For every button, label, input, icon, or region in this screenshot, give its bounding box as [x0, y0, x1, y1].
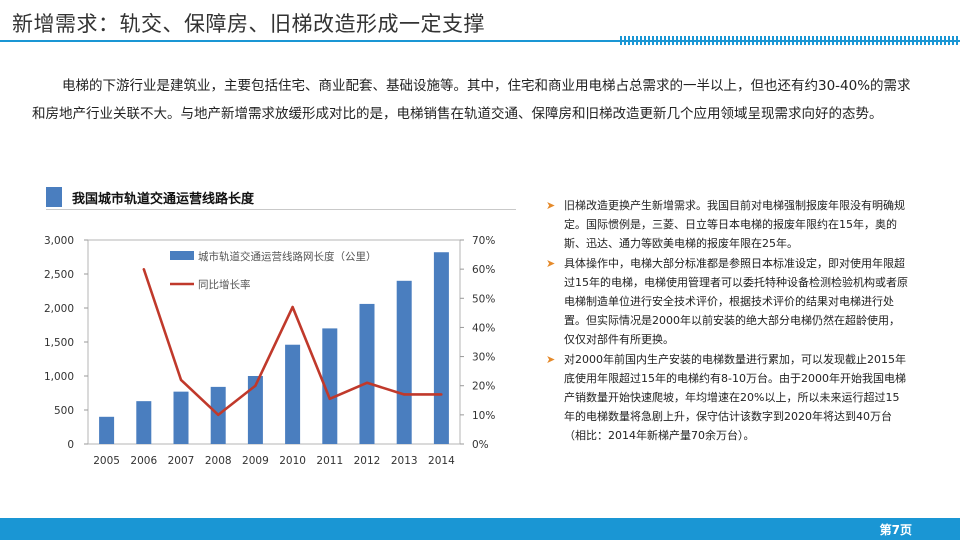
y-axis-tick-label: 1,500	[44, 337, 74, 349]
growth-rate-point	[142, 267, 145, 271]
chart-header: 我国城市轨道交通运营线路长度	[46, 186, 516, 210]
y2-axis-tick-label: 70%	[472, 235, 495, 247]
y-axis-tick-label: 2,500	[44, 269, 74, 281]
legend-label-line: 同比增长率	[198, 278, 251, 291]
y2-axis-tick-label: 40%	[472, 322, 495, 334]
y2-axis-tick-label: 30%	[472, 352, 495, 364]
bar	[247, 376, 263, 444]
growth-rate-point	[403, 393, 406, 396]
x-axis-tick-label: 2013	[391, 455, 418, 467]
growth-rate-point	[179, 378, 183, 382]
growth-rate-point	[291, 305, 294, 309]
chevron-right-icon: ➤	[546, 256, 556, 270]
bar	[396, 280, 412, 444]
bar	[322, 328, 338, 444]
bullet-list: ➤ 旧梯改造更换产生新增需求。我国目前对电梯强制报废年限没有明确规定。国际惯例是…	[546, 196, 908, 446]
chart-header-marker	[46, 187, 62, 207]
x-axis-tick-label: 2008	[205, 455, 232, 467]
bar	[136, 401, 152, 444]
y-axis-tick-label: 3,000	[44, 235, 74, 247]
growth-rate-point	[217, 413, 220, 417]
growth-rate-point	[440, 393, 443, 396]
footer-bar: 第7页	[0, 518, 960, 540]
bullet-text: 对2000年前国内生产安装的电梯数量进行累加，可以发现截止2015年底使用年限超…	[564, 352, 906, 443]
bar	[433, 252, 449, 444]
growth-rate-point	[254, 384, 257, 387]
page-number: 第7页	[879, 523, 912, 537]
x-axis-tick-label: 2012	[354, 455, 381, 467]
bar	[359, 303, 375, 444]
bullet-text: 具体操作中，电梯大部分标准都是参照日本标准设定，即对使用年限超过15年的电梯，电…	[564, 256, 908, 347]
x-axis-tick-label: 2007	[168, 455, 195, 467]
y-axis-tick-label: 0	[67, 439, 74, 451]
chevron-right-icon: ➤	[546, 199, 556, 212]
x-axis-tick-label: 2006	[130, 455, 157, 467]
y-axis-tick-label: 2,000	[44, 303, 74, 315]
x-axis-tick-label: 2011	[316, 455, 343, 467]
bar	[285, 344, 301, 444]
chart-title: 我国城市轨道交通运营线路长度	[72, 192, 255, 207]
y-axis-tick-label: 500	[54, 405, 74, 417]
y2-axis-tick-label: 60%	[472, 264, 495, 276]
page-title: 新增需求：轨交、保障房、旧梯改造形成一定支撑	[12, 12, 485, 36]
legend-label-bar: 城市轨道交通运营线路网长度（公里）	[198, 250, 377, 263]
y2-axis-tick-label: 20%	[472, 381, 495, 393]
chart-header-rule	[46, 209, 516, 210]
bar	[99, 416, 115, 444]
bullet-item: ➤ 具体操作中，电梯大部分标准都是参照日本标准设定，即对使用年限超过15年的电梯…	[546, 254, 908, 350]
y2-axis-tick-label: 0%	[472, 439, 489, 451]
x-axis-tick-label: 2009	[242, 455, 269, 467]
bullet-text: 旧梯改造更换产生新增需求。我国目前对电梯强制报废年限没有明确规定。国际惯例是，三…	[564, 199, 905, 251]
bullet-item: ➤ 对2000年前国内生产安装的电梯数量进行累加，可以发现截止2015年底使用年…	[546, 350, 908, 446]
bar	[173, 391, 189, 444]
intro-paragraph: 电梯的下游行业是建筑业，主要包括住宅、商业配套、基础设施等。其中，住宅和商业用电…	[32, 78, 911, 122]
y2-axis-tick-label: 10%	[472, 410, 495, 422]
y-axis-tick-label: 1,000	[44, 371, 74, 383]
rail-length-chart: 0 500 1,000 1,500 2,000 2,500 3,000 0% 10% 20% 30%…	[44, 235, 495, 467]
bullet-item: ➤ 旧梯改造更换产生新增需求。我国目前对电梯强制报废年限没有明确规定。国际惯例是…	[546, 196, 908, 254]
x-axis-tick-label: 2005	[93, 455, 120, 467]
legend-swatch-bar	[170, 251, 194, 260]
x-axis-tick-label: 2010	[279, 455, 306, 467]
x-axis-tick-label: 2014	[428, 455, 455, 467]
chevron-right-icon: ➤	[546, 352, 556, 366]
growth-rate-point	[328, 397, 331, 401]
growth-rate-point	[365, 381, 369, 384]
title-underline	[0, 40, 960, 42]
y2-axis-tick-label: 50%	[472, 293, 495, 305]
